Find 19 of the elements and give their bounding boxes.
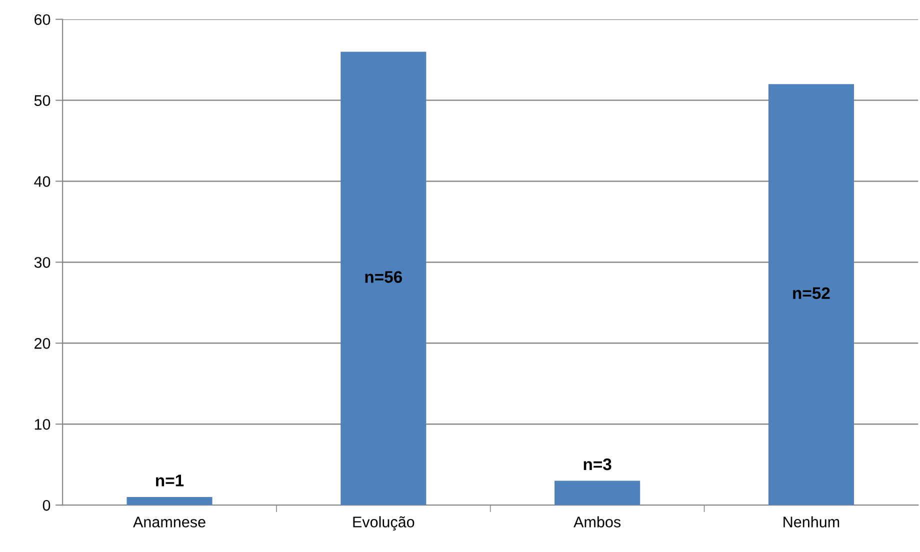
x-tick-label: Evolução xyxy=(353,516,414,530)
x-tick-label: Nenhum xyxy=(784,516,840,528)
bar xyxy=(340,52,426,506)
y-tick-label: 20 xyxy=(34,338,50,349)
data-label: n=3 xyxy=(584,458,612,470)
bar xyxy=(768,84,854,506)
data-label: n=1 xyxy=(156,474,184,486)
bar xyxy=(126,496,212,506)
data-label: n=52 xyxy=(793,287,830,300)
x-tick-label: Anamnese xyxy=(133,516,206,528)
y-tick-label: 50 xyxy=(34,95,50,106)
x-tick-label: Ambos xyxy=(574,516,621,528)
y-tick-label: 30 xyxy=(34,257,50,268)
y-tick-label: 0 xyxy=(42,500,50,511)
y-tick-label: 10 xyxy=(34,418,50,430)
data-label: n=56 xyxy=(365,271,402,283)
bar xyxy=(554,480,640,506)
y-tick-label: 40 xyxy=(34,176,50,187)
y-tick-label: 60 xyxy=(34,14,50,26)
